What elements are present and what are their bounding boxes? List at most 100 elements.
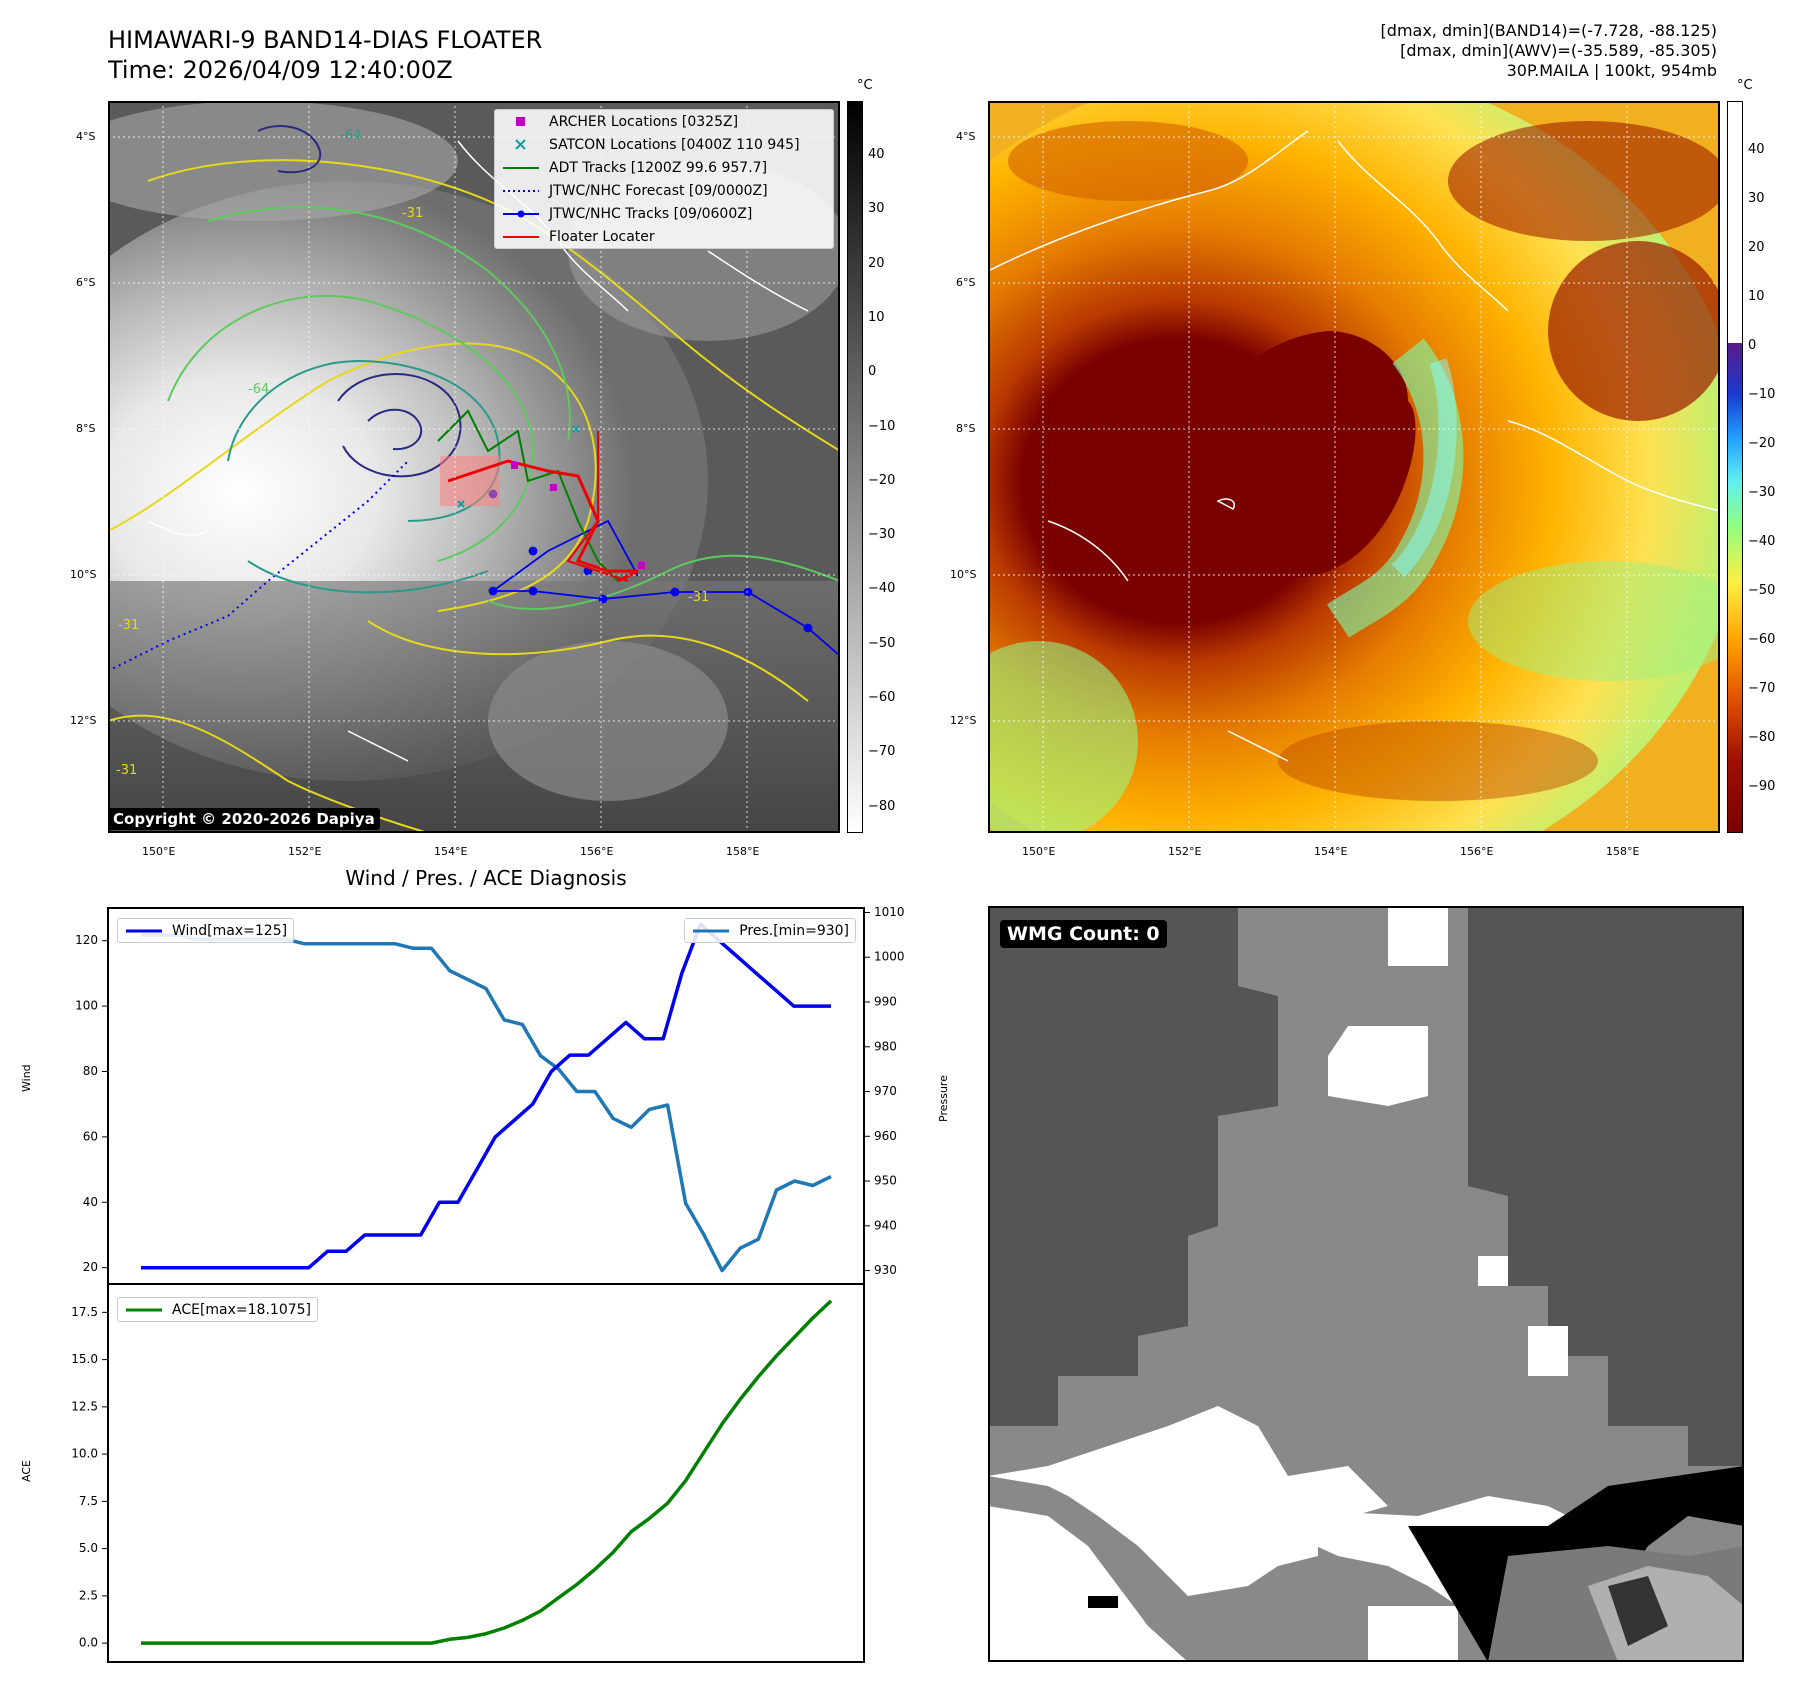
pressure-series — [141, 933, 832, 1273]
solid-line-icon — [691, 925, 731, 937]
solid-line-icon — [501, 231, 541, 243]
wind-legend: Wind[max=125] — [117, 918, 295, 943]
ir-colorbar-tick: −70 — [868, 744, 896, 760]
pres-tick-label: 940 — [874, 1218, 897, 1232]
wv-colorbar-tick: −20 — [1748, 436, 1776, 451]
ir-colorbar-unit: °C — [857, 78, 873, 93]
wind-tick-label: 40 — [83, 1195, 98, 1209]
wind-pres-frame — [107, 907, 865, 1285]
ir-lon-tick: 154°E — [434, 845, 468, 858]
wmg-image — [988, 906, 1744, 1662]
ace-tick-label: 2.5 — [79, 1588, 98, 1602]
ir-lon-tick: 152°E — [288, 845, 322, 858]
wv-colorbar-tick: −30 — [1748, 485, 1776, 500]
wv-satellite-image — [988, 101, 1720, 833]
legend-item-adt: ADT Tracks [1200Z 99.6 957.7] — [495, 156, 833, 179]
contour-label: -31 — [118, 618, 140, 633]
ir-colorbar-tick: 10 — [868, 309, 885, 325]
wind-tick-label: 60 — [83, 1129, 98, 1143]
contour-label: -31 — [688, 590, 710, 605]
legend-label: Floater Locater — [549, 228, 655, 245]
wv-lon-tick: 156°E — [1460, 845, 1494, 858]
ace-axis-label: ACE — [20, 1460, 33, 1482]
wind-series — [141, 922, 831, 1270]
legend-label: JTWC/NHC Forecast [09/0000Z] — [549, 182, 768, 199]
square-marker-icon — [501, 116, 541, 128]
pres-tick-label: 930 — [874, 1263, 897, 1277]
wv-colorbar-tick: 0 — [1748, 338, 1757, 353]
legend-label: ADT Tracks [1200Z 99.6 957.7] — [549, 159, 768, 176]
wv-colorbar-tick: −90 — [1748, 779, 1776, 794]
pres-tick-label: 970 — [874, 1084, 897, 1098]
ir-colorbar-tick: −10 — [868, 418, 896, 434]
wv-colorbar-tick: 20 — [1748, 240, 1765, 255]
legend-label: Pres.[min=930] — [739, 922, 849, 939]
ir-lon-tick: 156°E — [580, 845, 614, 858]
wv-lat-tick: 8°S — [956, 422, 976, 435]
legend-item-jtwc-forecast: JTWC/NHC Forecast [09/0000Z] — [495, 179, 833, 202]
wv-colorbar-tick: −10 — [1748, 387, 1776, 402]
ace-tick-label: 17.5 — [71, 1305, 98, 1319]
dotted-line-icon — [501, 185, 541, 197]
wv-lat-tick: 12°S — [950, 714, 977, 727]
wv-colorbar-tick: −40 — [1748, 534, 1776, 549]
wv-lat-tick: 4°S — [956, 130, 976, 143]
line-dot-icon — [501, 208, 541, 220]
page-title: HIMAWARI-9 BAND14-DIAS FLOATER — [108, 26, 543, 54]
wv-lon-tick: 158°E — [1606, 845, 1640, 858]
pres-tick-label: 950 — [874, 1174, 897, 1188]
wind-tick-label: 100 — [75, 999, 98, 1013]
ace-tick-label: 15.0 — [71, 1352, 98, 1366]
legend-label: ACE[max=18.1075] — [172, 1301, 312, 1318]
ir-lat-tick: 10°S — [70, 568, 97, 581]
legend-item-archer: ARCHER Locations [0325Z] — [495, 110, 833, 133]
wv-colorbar-tick: 30 — [1748, 191, 1765, 206]
ir-colorbar — [847, 101, 863, 833]
legend-item-jtwc-tracks: JTWC/NHC Tracks [09/0600Z] — [495, 202, 833, 225]
ir-lat-tick: 6°S — [76, 276, 96, 289]
ace-tick-label: 10.0 — [71, 1447, 98, 1461]
pres-legend: Pres.[min=930] — [684, 918, 856, 943]
pres-tick-label: 1000 — [874, 950, 905, 964]
wv-lon-tick: 152°E — [1168, 845, 1202, 858]
solid-line-icon — [124, 1304, 164, 1316]
wv-colorbar — [1727, 101, 1743, 833]
wind-tick-label: 80 — [83, 1064, 98, 1078]
ir-colorbar-tick: −50 — [868, 635, 896, 651]
ace-tick-label: 0.0 — [79, 1636, 98, 1650]
ace-tick-label: 12.5 — [71, 1399, 98, 1413]
solid-line-icon — [124, 925, 164, 937]
ace-frame — [107, 1283, 865, 1663]
ir-colorbar-tick: −30 — [868, 527, 896, 543]
ir-colorbar-tick: 30 — [868, 201, 885, 217]
pres-tick-label: 1010 — [874, 905, 905, 919]
pres-tick-label: 980 — [874, 1039, 897, 1053]
legend-label: JTWC/NHC Tracks [09/0600Z] — [549, 205, 753, 222]
page-timestamp: Time: 2026/04/09 12:40:00Z — [108, 56, 453, 84]
contour-label: -64 — [248, 382, 270, 397]
ir-lon-tick: 158°E — [726, 845, 760, 858]
legend-label: SATCON Locations [0400Z 110 945] — [549, 136, 800, 153]
ir-colorbar-tick: 20 — [868, 255, 885, 271]
legend-item-ace: ACE[max=18.1075] — [118, 1298, 317, 1321]
wv-colorbar-tick: −50 — [1748, 583, 1776, 598]
legend-item-pressure: Pres.[min=930] — [685, 919, 855, 942]
legend-item-floater: Floater Locater — [495, 225, 833, 248]
wmg-count-badge: WMG Count: 0 — [1000, 920, 1167, 948]
solid-line-icon — [501, 162, 541, 174]
contour-label: -64 — [340, 128, 362, 143]
wv-lat-tick: 10°S — [950, 568, 977, 581]
pres-tick-label: 960 — [874, 1129, 897, 1143]
wind-tick-label: 20 — [83, 1260, 98, 1274]
legend-label: ARCHER Locations [0325Z] — [549, 113, 739, 130]
ace-series — [141, 1299, 833, 1645]
wv-colorbar-tick: 10 — [1748, 289, 1765, 304]
wv-colorbar-tick: −80 — [1748, 730, 1776, 745]
ir-legend: ARCHER Locations [0325Z] SATCON Location… — [494, 109, 834, 249]
info-awv-range: [dmax, dmin](AWV)=(-35.589, -85.305) — [1400, 41, 1717, 60]
wv-lat-tick: 6°S — [956, 276, 976, 289]
ir-lon-tick: 150°E — [142, 845, 176, 858]
ir-colorbar-tick: 0 — [868, 364, 877, 380]
wv-colorbar-unit: °C — [1737, 78, 1753, 93]
wv-colorbar-tick: −70 — [1748, 681, 1776, 696]
